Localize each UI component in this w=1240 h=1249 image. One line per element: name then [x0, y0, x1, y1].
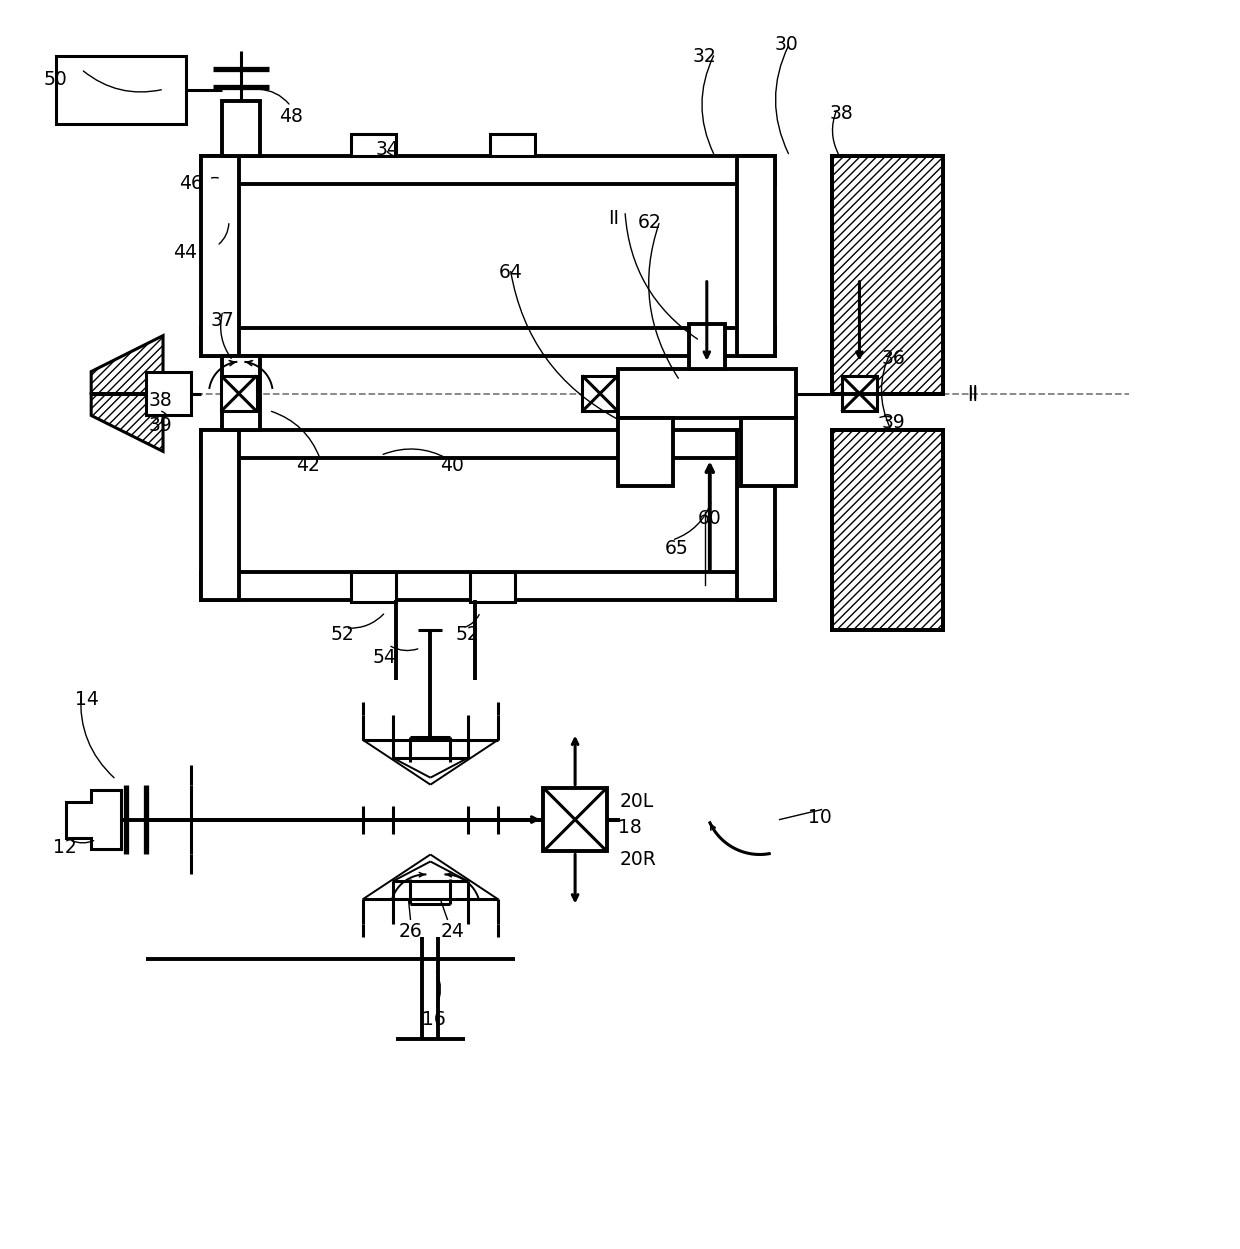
Bar [737, 156, 775, 356]
Text: 38: 38 [830, 104, 853, 122]
Bar [582, 376, 618, 411]
Text: 26: 26 [398, 922, 423, 940]
Text: 65: 65 [665, 538, 688, 557]
Text: 12: 12 [53, 838, 77, 857]
Text: 52: 52 [331, 626, 355, 644]
Text: 40: 40 [440, 456, 464, 475]
Text: 52: 52 [455, 626, 479, 644]
Text: 20L: 20L [620, 792, 655, 811]
Bar [351, 134, 396, 156]
Polygon shape [92, 393, 162, 451]
Bar [146, 371, 191, 416]
Bar [842, 376, 878, 411]
Text: 24: 24 [440, 922, 464, 940]
Bar [832, 156, 944, 393]
Text: 10: 10 [807, 808, 831, 827]
Text: 14: 14 [76, 691, 99, 709]
Polygon shape [92, 336, 162, 393]
Bar [618, 418, 673, 486]
Bar [201, 572, 775, 600]
Bar [543, 788, 608, 852]
Text: 39: 39 [149, 416, 172, 435]
Text: 44: 44 [174, 244, 197, 262]
Text: 50: 50 [43, 70, 67, 89]
Bar [351, 572, 396, 602]
Bar [832, 431, 944, 629]
Text: 16: 16 [423, 1009, 446, 1029]
Bar [832, 431, 944, 629]
Bar [56, 56, 186, 124]
Text: 30: 30 [775, 35, 799, 54]
Bar [740, 418, 796, 486]
Bar [201, 156, 239, 356]
Text: 42: 42 [295, 456, 320, 475]
Bar [222, 101, 260, 156]
Bar [222, 356, 260, 431]
Bar [201, 431, 239, 600]
Text: 60: 60 [698, 508, 722, 528]
Text: 54: 54 [372, 648, 397, 667]
Bar [490, 134, 536, 156]
Bar [470, 572, 516, 602]
Text: 46: 46 [179, 175, 203, 194]
Text: II: II [967, 386, 978, 405]
Text: II: II [608, 210, 619, 229]
Bar [618, 368, 796, 418]
Bar [221, 376, 257, 411]
Bar [148, 376, 184, 411]
Text: 34: 34 [376, 140, 399, 159]
Text: 38: 38 [149, 391, 172, 410]
Text: 48: 48 [279, 106, 303, 126]
Bar [737, 431, 775, 600]
Text: 36: 36 [882, 350, 905, 368]
Text: 62: 62 [637, 214, 662, 232]
Text: 37: 37 [211, 311, 234, 330]
Text: 32: 32 [693, 46, 717, 66]
Polygon shape [66, 789, 122, 849]
Bar [832, 156, 944, 393]
Bar [689, 323, 724, 368]
Text: 64: 64 [498, 264, 522, 282]
Text: 18: 18 [618, 818, 642, 837]
Text: 20R: 20R [620, 851, 657, 869]
Bar [201, 327, 775, 356]
Bar [201, 431, 775, 458]
Text: II: II [967, 383, 978, 403]
Text: 39: 39 [882, 413, 905, 432]
Bar [201, 156, 775, 184]
